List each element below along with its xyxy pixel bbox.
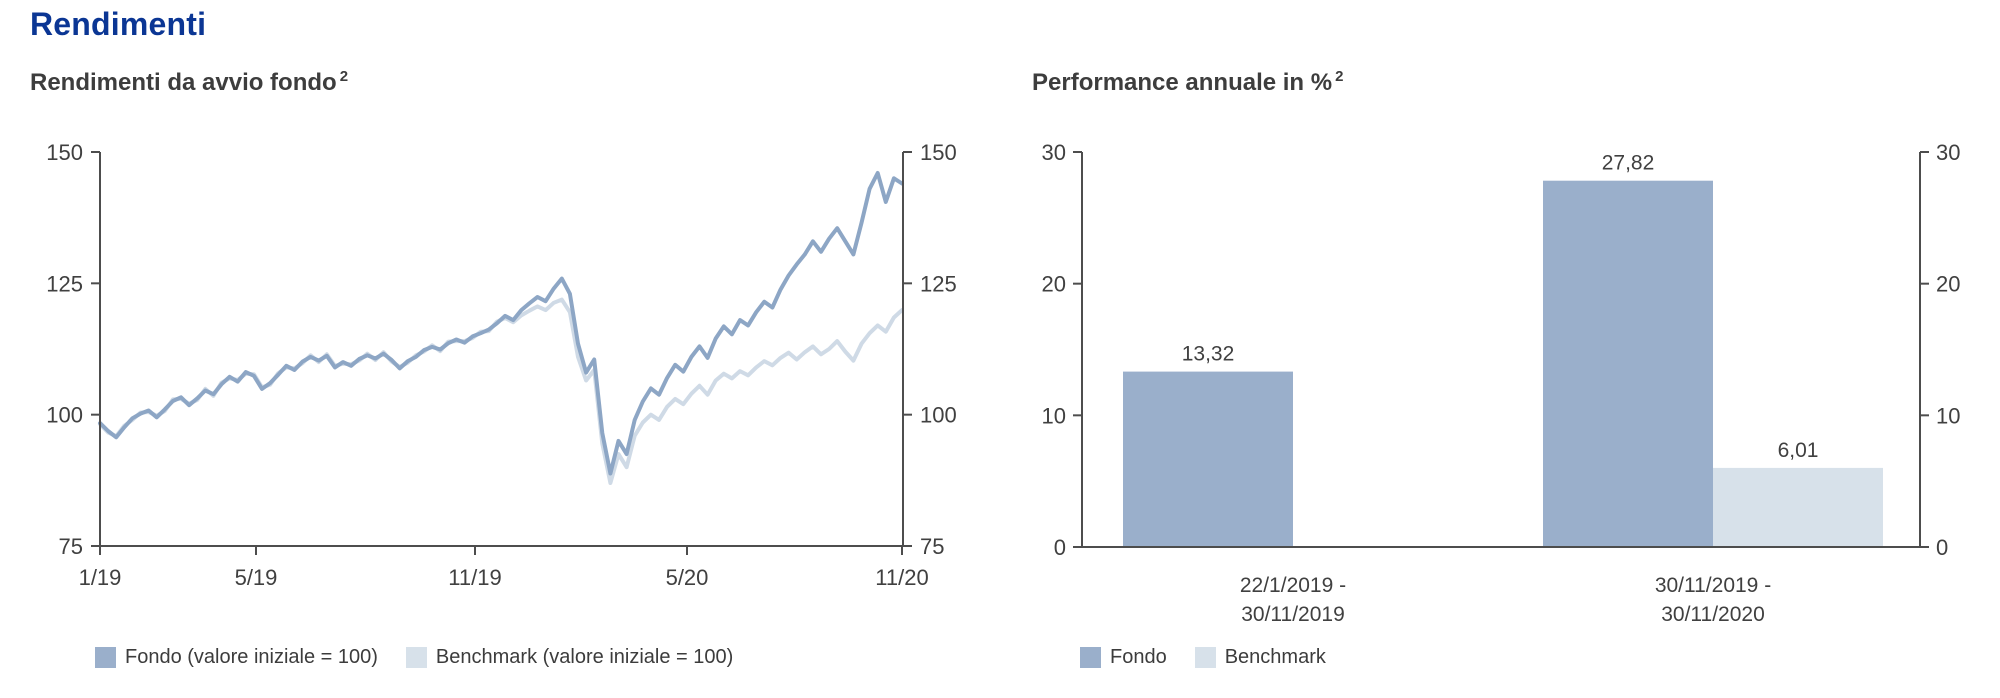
y-tick-label: 10 <box>1042 403 1066 428</box>
bar <box>1543 180 1713 547</box>
legend-swatch <box>405 647 427 668</box>
y-tick-label: 100 <box>46 403 83 428</box>
page-title: Rendimenti <box>30 6 207 42</box>
y-tick-label: 30 <box>1936 140 1960 165</box>
line-chart-legend: Fondo (valore iniziale = 100) Benchmark (… <box>95 646 733 669</box>
legend-swatch <box>95 647 116 668</box>
y-tick-label: 100 <box>920 403 957 428</box>
series-line <box>98 171 904 476</box>
legend-item: Benchmark (valore iniziale = 100) <box>405 646 734 669</box>
category-label: 30/11/2020 <box>1661 603 1765 626</box>
legend-item: Benchmark <box>1194 646 1326 669</box>
y-tick-label: 75 <box>59 534 83 559</box>
y-tick-label: 125 <box>920 271 957 296</box>
category-label: 22/1/2019 - <box>1240 574 1346 597</box>
legend-label: Benchmark <box>1224 646 1326 668</box>
y-tick-label: 150 <box>46 140 83 165</box>
y-tick-label: 30 <box>1042 140 1066 165</box>
y-tick-label: 20 <box>1936 272 1960 297</box>
bar-chart-legend: Fondo Benchmark <box>1080 646 1326 669</box>
bar-chart: 13,32 27,82 6,01 30 30 20 20 10 10 0 0 22/1/2019 - 3… <box>1042 140 1961 626</box>
y-tick-label: 0 <box>1936 535 1948 560</box>
legend-label: Fondo (valore iniziale = 100) <box>125 646 378 668</box>
y-tick-label: 75 <box>920 534 944 559</box>
y-tick-label: 20 <box>1042 272 1066 297</box>
x-tick-label: 1/19 <box>79 565 122 590</box>
category-label: 30/11/2019 - <box>1655 574 1771 597</box>
bar-value-label: 27,82 <box>1602 152 1655 175</box>
legend-item: Fondo <box>1080 646 1167 669</box>
bar <box>1123 371 1293 547</box>
y-tick-label: 125 <box>46 271 83 296</box>
y-tick-label: 0 <box>1054 535 1066 560</box>
y-tick-label: 150 <box>920 140 957 165</box>
bar-value-label: 6,01 <box>1778 439 1819 462</box>
legend-label: Benchmark (valore iniziale = 100) <box>435 646 734 668</box>
legend-swatch <box>1194 647 1216 668</box>
legend-item: Fondo (valore iniziale = 100) <box>95 646 378 669</box>
bar-chart-title: Performance annuale in % 2 <box>1032 68 1343 97</box>
x-tick-label: 11/19 <box>448 565 501 590</box>
line-chart: 150 150 125 125 100 100 75 75 1/19 5/19 11/19 5/20 1… <box>46 140 956 590</box>
legend-swatch <box>1080 647 1101 668</box>
series-line <box>98 297 904 485</box>
x-tick-label: 5/20 <box>666 565 709 590</box>
legend-label: Fondo <box>1110 646 1167 668</box>
bar-value-label: 13,32 <box>1182 343 1235 366</box>
x-tick-label: 11/20 <box>875 565 928 590</box>
footnote-2-marker: 2 <box>339 68 349 85</box>
bar <box>1713 467 1883 547</box>
line-chart-title: Rendimenti da avvio fondo 2 <box>30 68 348 97</box>
footnote-2-marker: 2 <box>1335 68 1344 85</box>
line-chart-title-text: Rendimenti da avvio fondo <box>30 69 337 96</box>
y-tick-label: 10 <box>1936 403 1960 428</box>
bar-chart-title-text: Performance annuale in % <box>1032 69 1333 96</box>
category-label: 30/11/2019 <box>1241 603 1345 626</box>
x-tick-label: 5/19 <box>235 565 278 590</box>
